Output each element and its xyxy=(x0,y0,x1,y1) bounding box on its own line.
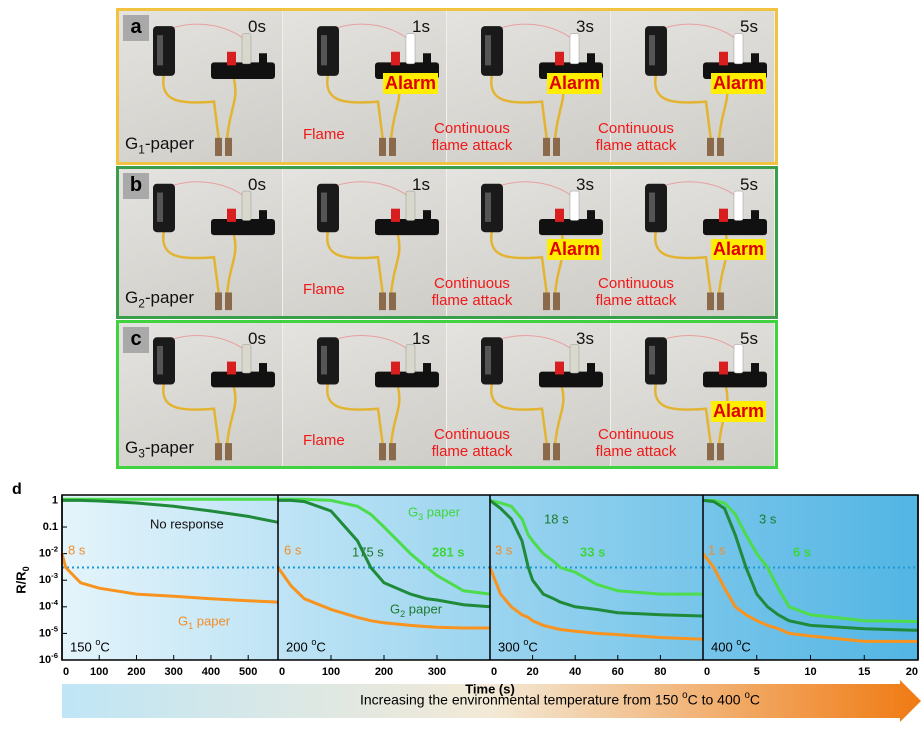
time-label: 3s xyxy=(576,329,594,349)
x-tick-label: 200 xyxy=(127,666,145,678)
y-tick-label: 0.1 xyxy=(43,521,58,533)
annotation: 1 s xyxy=(708,542,726,557)
y-tick-label: 10-2 xyxy=(39,544,58,559)
x-axis-label: Time (s) xyxy=(465,681,515,696)
chart: Increasing the environmental temperature… xyxy=(0,470,921,740)
x-tick-label: 40 xyxy=(569,666,581,678)
note-label: Continuous flame attack xyxy=(417,275,527,309)
annotation: 175 s xyxy=(352,544,384,559)
x-tick-label: 20 xyxy=(906,666,918,678)
note-label: Continuous flame attack xyxy=(581,426,691,460)
banner-text: Increasing the environmental temperature… xyxy=(360,690,760,708)
note-label: Continuous flame attack xyxy=(581,275,691,309)
x-tick-label: 10 xyxy=(804,666,816,678)
annotation: 281 s xyxy=(432,544,465,559)
sample-label: G1-paper xyxy=(125,134,194,156)
alarm-label: Alarm xyxy=(711,401,766,422)
x-tick-label: 200 xyxy=(375,666,393,678)
y-tick-label: 10-3 xyxy=(39,571,58,586)
temperature-label: 400 oC xyxy=(711,637,751,654)
sample-label: G2-paper xyxy=(125,288,194,310)
note-label: Flame xyxy=(303,432,345,449)
panel-letter: d xyxy=(12,481,22,498)
note-label: Continuous flame attack xyxy=(417,426,527,460)
y-tick-label: 1 xyxy=(52,494,58,506)
time-label: 3s xyxy=(576,17,594,37)
alarm-label: Alarm xyxy=(547,73,602,94)
x-tick-label: 5 xyxy=(754,666,760,678)
x-tick-label: 400 xyxy=(202,666,220,678)
time-label: 0s xyxy=(248,329,266,349)
y-tick-label: 10-6 xyxy=(39,651,58,666)
x-tick-label: 100 xyxy=(90,666,108,678)
x-tick-label: 300 xyxy=(428,666,446,678)
panel-letter: c xyxy=(123,327,149,353)
y-tick-label: 10-4 xyxy=(39,597,59,612)
panel-letter: b xyxy=(123,173,149,199)
temperature-label: 200 oC xyxy=(286,637,326,654)
y-tick-label: 10-5 xyxy=(39,624,59,639)
alarm-label: Alarm xyxy=(711,73,766,94)
x-tick-label: 0 xyxy=(279,666,285,678)
x-tick-label: 20 xyxy=(526,666,538,678)
x-tick-label: 300 xyxy=(165,666,183,678)
note-label: Flame xyxy=(303,281,345,298)
annotation: 18 s xyxy=(544,511,569,526)
x-tick-label: 0 xyxy=(491,666,497,678)
x-tick-label: 500 xyxy=(239,666,257,678)
temperature-label: 300 oC xyxy=(498,637,538,654)
sample-label: G3-paper xyxy=(125,438,194,460)
annotation: 8 s xyxy=(68,542,86,557)
annotation: 33 s xyxy=(580,544,605,559)
annotation: 6 s xyxy=(793,544,811,559)
temperature-label: 150 oC xyxy=(70,637,110,654)
annotation: 3 s xyxy=(495,542,513,557)
annotation: 3 s xyxy=(759,511,777,526)
x-tick-label: 15 xyxy=(858,666,870,678)
alarm-label: Alarm xyxy=(383,73,438,94)
alarm-label: Alarm xyxy=(711,239,766,260)
time-label: 3s xyxy=(576,175,594,195)
photo-panel: b 0s G2-paper 1s Flame 3s Alarm Continuous f… xyxy=(116,166,778,319)
x-tick-label: 0 xyxy=(704,666,710,678)
x-tick-label: 0 xyxy=(63,666,69,678)
photo-panel: c 0s G3-paper 1s Flame 3s Continuous flame … xyxy=(116,320,778,469)
annotation: 6 s xyxy=(284,542,302,557)
y-axis-label: R/R0 xyxy=(13,566,31,593)
alarm-label: Alarm xyxy=(547,239,602,260)
time-label: 5s xyxy=(740,17,758,37)
time-label: 0s xyxy=(248,17,266,37)
time-label: 0s xyxy=(248,175,266,195)
time-label: 5s xyxy=(740,329,758,349)
x-tick-label: 100 xyxy=(322,666,340,678)
time-label: 1s xyxy=(412,17,430,37)
note-label: Continuous flame attack xyxy=(417,120,527,154)
note-label: Continuous flame attack xyxy=(581,120,691,154)
note-label: Flame xyxy=(303,126,345,143)
x-tick-label: 80 xyxy=(654,666,666,678)
time-label: 5s xyxy=(740,175,758,195)
photo-panel: a 0s G1-paper 1s Alarm Flame 3s Alarm Continu… xyxy=(116,8,778,165)
time-label: 1s xyxy=(412,329,430,349)
panel-letter: a xyxy=(123,15,149,41)
time-label: 1s xyxy=(412,175,430,195)
annotation: No response xyxy=(150,516,224,531)
x-tick-label: 60 xyxy=(612,666,624,678)
page: a 0s G1-paper 1s Alarm Flame 3s Alarm Continu… xyxy=(0,0,921,740)
